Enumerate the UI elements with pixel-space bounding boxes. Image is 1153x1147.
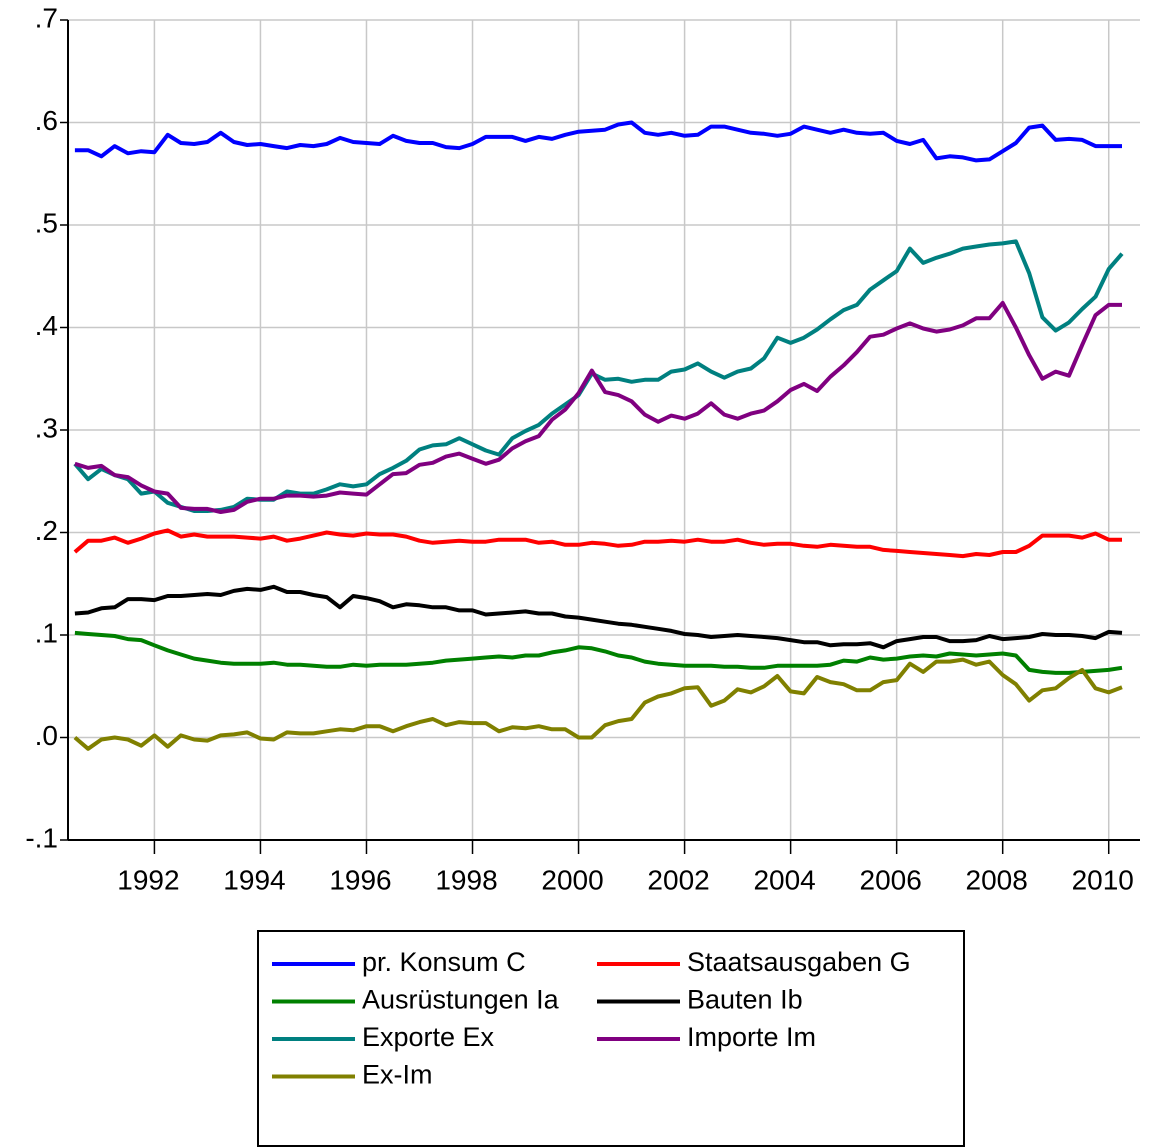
y-tick-label: .3	[35, 412, 58, 443]
x-tick-label: 1994	[223, 864, 285, 895]
legend-label: pr. Konsum C	[362, 947, 526, 977]
y-tick-label: .5	[35, 207, 58, 238]
x-tick-label: 2002	[647, 864, 709, 895]
x-tick-label: 2010	[1072, 864, 1134, 895]
series-line	[74, 630, 1123, 675]
x-tick-label: 2008	[966, 864, 1028, 895]
x-tick-label: 2004	[753, 864, 815, 895]
y-tick-label: .1	[35, 617, 58, 648]
series-line	[73, 239, 1124, 513]
legend-label: Exporte Ex	[362, 1022, 495, 1052]
y-tick-label: .2	[35, 515, 58, 546]
x-tick-label: 1998	[435, 864, 497, 895]
series-line	[74, 584, 1123, 650]
y-tick-label: .7	[35, 2, 58, 33]
y-tick-label: .6	[35, 105, 58, 136]
series-line	[74, 120, 1122, 163]
series-line	[73, 657, 1123, 751]
x-tick-label: 1996	[329, 864, 391, 895]
legend-label: Importe Im	[687, 1022, 816, 1052]
y-tick-label: .4	[35, 310, 58, 341]
series-line	[74, 300, 1122, 514]
legend-label: Ex-Im	[362, 1060, 433, 1090]
x-tick-label: 2000	[541, 864, 603, 895]
legend-label: Ausrüstungen Ia	[362, 985, 560, 1015]
y-tick-label: -.1	[25, 822, 58, 853]
legend-label: Staatsausgaben G	[687, 947, 911, 977]
x-tick-label: 2006	[860, 864, 922, 895]
y-tick-label: .0	[35, 720, 58, 751]
series-line	[73, 528, 1122, 559]
x-tick-label: 1992	[117, 864, 179, 895]
legend-label: Bauten Ib	[687, 985, 803, 1015]
